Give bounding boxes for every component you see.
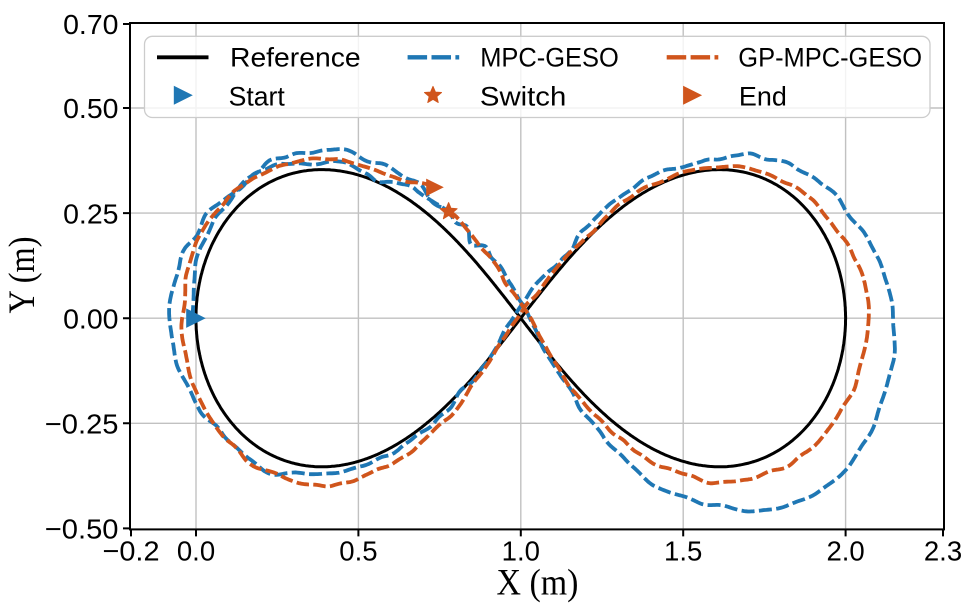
svg-text:−0.50: −0.50 [45,514,119,545]
svg-text:Start: Start [229,82,286,112]
svg-text:2.0: 2.0 [826,536,864,567]
svg-text:Y (m): Y (m) [2,237,43,314]
svg-text:0.0: 0.0 [177,536,215,567]
svg-text:1.0: 1.0 [502,536,540,567]
svg-text:X (m): X (m) [497,563,579,604]
svg-text:−0.2: −0.2 [103,536,160,567]
svg-text:Reference: Reference [230,42,361,72]
svg-text:−0.25: −0.25 [45,409,119,440]
svg-text:0.25: 0.25 [63,198,118,229]
svg-text:Switch: Switch [480,82,566,112]
svg-text:End: End [739,82,787,112]
svg-text:2.3: 2.3 [924,536,962,567]
svg-text:0.5: 0.5 [339,536,377,567]
svg-text:GP-MPC-GESO: GP-MPC-GESO [738,42,922,72]
svg-text:0.00: 0.00 [63,303,118,334]
svg-text:0.70: 0.70 [63,9,118,40]
svg-text:0.50: 0.50 [63,93,118,124]
svg-text:MPC-GESO: MPC-GESO [480,42,619,72]
svg-text:1.5: 1.5 [664,536,702,567]
